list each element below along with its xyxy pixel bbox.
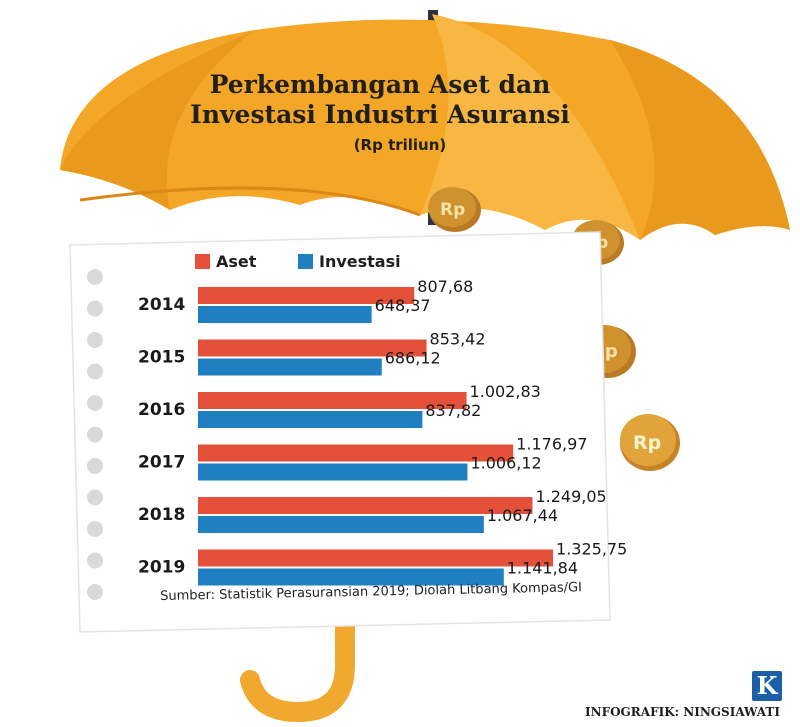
- binder-hole: [87, 269, 103, 285]
- year-label: 2018: [138, 505, 185, 525]
- coin-icon: Rp: [620, 414, 680, 471]
- binder-hole: [87, 395, 103, 411]
- data-label: 807,68: [417, 277, 473, 296]
- bar-investasi: [198, 463, 468, 481]
- binder-hole: [87, 552, 103, 569]
- year-label: 2014: [138, 295, 185, 315]
- data-label: 837,82: [425, 401, 481, 420]
- data-label: 1.249,05: [535, 487, 606, 506]
- year-label: 2015: [138, 348, 185, 368]
- legend-swatch-aset: [195, 254, 210, 269]
- umbrella-panel: [60, 30, 255, 210]
- legend-label-aset: Aset: [216, 252, 257, 271]
- binder-hole: [87, 521, 103, 537]
- legend-item-investasi: Investasi: [298, 252, 401, 271]
- legend-label-investasi: Investasi: [319, 252, 401, 271]
- bar-aset: [198, 497, 533, 514]
- kompas-logo: K: [752, 671, 782, 701]
- data-label: 648,37: [375, 296, 431, 315]
- bar-investasi: [198, 516, 484, 533]
- bar-aset: [198, 392, 467, 409]
- year-label: 2019: [138, 558, 185, 578]
- data-label: 1.002,83: [470, 382, 541, 401]
- data-label: 1.141,84: [507, 559, 578, 578]
- bar-aset: [198, 549, 554, 567]
- umbrella-panel: [420, 14, 640, 240]
- bar-investasi: [198, 568, 504, 586]
- svg-text:Rp: Rp: [440, 200, 465, 220]
- binder-hole: [87, 489, 103, 506]
- data-label: 853,42: [430, 330, 486, 349]
- legend-swatch-investasi: [298, 254, 313, 269]
- binder-hole: [87, 584, 103, 600]
- data-label: 1.325,75: [556, 540, 627, 559]
- svg-text:Rp: Rp: [633, 432, 661, 454]
- bar-investasi: [198, 411, 423, 428]
- coin-icon: Rp: [428, 187, 481, 232]
- bar-investasi: [198, 306, 372, 323]
- binder-hole: [87, 300, 103, 317]
- data-label: 1.176,97: [516, 435, 587, 454]
- bar-aset: [198, 444, 514, 462]
- bar-aset: [198, 287, 415, 304]
- binder-holes: [87, 269, 103, 600]
- umbrella-handle: [240, 590, 355, 723]
- chart-unit: (Rp triliun): [353, 136, 447, 154]
- bar-investasi: [198, 358, 382, 376]
- legend-item-aset: Aset: [195, 252, 256, 271]
- year-label: 2016: [138, 400, 185, 420]
- data-label: 1.067,44: [487, 506, 558, 525]
- umbrella-underside: [79, 186, 421, 217]
- binder-hole: [87, 363, 103, 380]
- bar-aset: [198, 339, 427, 357]
- binder-hole: [87, 332, 103, 348]
- chart-title-line1: Perkembangan Aset dan: [209, 70, 551, 99]
- data-label: 686,12: [385, 349, 441, 368]
- chart-title-line2: Investasi Industri Asuransi: [190, 100, 570, 129]
- umbrella-panel: [610, 40, 790, 240]
- binder-hole: [87, 426, 103, 443]
- infographic-credit: INFOGRAFIK: NINGSIAWATI: [585, 705, 780, 719]
- year-label: 2017: [138, 453, 185, 473]
- binder-hole: [87, 458, 103, 474]
- data-label: 1.006,12: [470, 454, 541, 473]
